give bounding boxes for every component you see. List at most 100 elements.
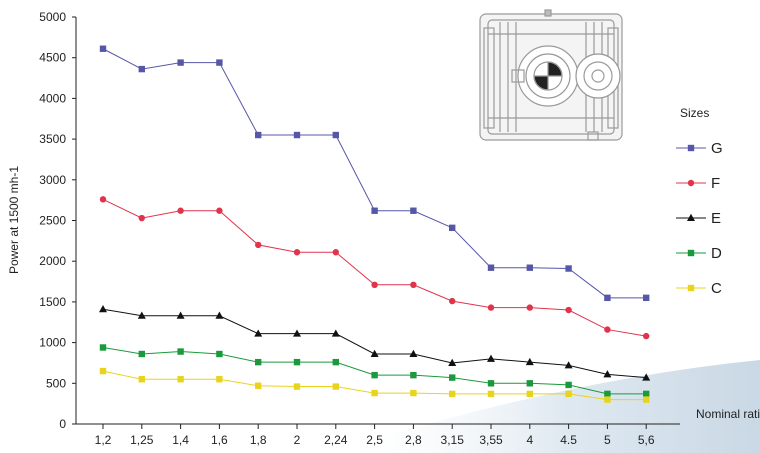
series-f-point (487, 304, 495, 311)
legend-label-f: F (711, 175, 720, 192)
legend-swatch-marker (687, 144, 695, 152)
series-e-point (564, 361, 573, 369)
series-f-point (565, 306, 572, 314)
x-tick-label: 2,8 (405, 433, 422, 447)
series-c-point (643, 396, 650, 403)
series-d-point (177, 348, 184, 355)
series-f (99, 196, 650, 340)
series-g-point (565, 265, 572, 272)
series-c-point (410, 389, 417, 397)
series-f-point (410, 281, 417, 289)
y-tick-label: 2500 (39, 214, 66, 228)
y-tick-label: 4000 (39, 91, 66, 105)
series-c-point (99, 367, 107, 375)
series-e-point (370, 349, 379, 357)
series-d-point (449, 374, 456, 381)
series-f-point (255, 241, 262, 249)
series-c (99, 367, 650, 403)
x-tick-label: 4.5 (560, 433, 577, 447)
series-c-point (487, 390, 495, 398)
background-swoosh (330, 360, 760, 453)
x-tick-label: 1,4 (172, 433, 189, 447)
y-tick-label: 3000 (39, 173, 66, 187)
y-ticks: 0 500 1000 1500 2000 2500 3000 3500 4000 4500 5000 (39, 10, 76, 431)
series-f-point (604, 326, 611, 333)
series-f-point (643, 332, 650, 340)
x-tick-label: 1,8 (250, 433, 267, 447)
legend-item-g: G (676, 140, 723, 157)
series-g-point (138, 65, 145, 73)
series-d-point (371, 371, 378, 379)
series-d-point (255, 358, 262, 366)
series-d-point (526, 380, 533, 387)
x-ticks: 1,2 1,25 1,4 1,6 1,8 2 2,24 2,5 2,8 3,15 3,55 4 4.5 5… (95, 424, 655, 447)
series-e-point (409, 349, 418, 357)
x-tick-label: 3,55 (479, 433, 503, 447)
series-d (99, 344, 650, 398)
y-tick-label: 2000 (39, 254, 66, 268)
series-e-point (293, 329, 301, 337)
legend-label-d: D (711, 245, 722, 262)
x-tick-label: 4 (526, 433, 533, 447)
legend-swatch-marker (687, 249, 695, 257)
series-e (99, 305, 651, 381)
series-e-point (215, 311, 224, 319)
series-c-point (449, 390, 456, 398)
series-g-point (487, 264, 495, 271)
series-d-point (99, 344, 107, 351)
series-f-point (99, 196, 107, 203)
series-f-point (293, 249, 301, 256)
series-c-point (138, 376, 145, 383)
series-g-point (99, 45, 107, 52)
x-tick-label: 2 (294, 433, 301, 447)
series-e-point (642, 373, 651, 381)
series-d-point (410, 371, 417, 379)
series-d-point (643, 390, 650, 398)
series-g-point (604, 294, 611, 302)
legend-swatch-marker (687, 213, 695, 221)
x-axis-title: Nominal ratio (696, 407, 760, 421)
series-g-point (216, 59, 223, 66)
x-tick-label: 1,2 (95, 433, 112, 447)
legend-swatch-marker (687, 179, 695, 187)
series-f-point (449, 297, 456, 305)
series-d-point (332, 358, 339, 366)
x-tick-label: 5,6 (638, 433, 655, 447)
series-g-point (332, 131, 339, 139)
series-e-point (254, 329, 263, 337)
y-tick-label: 5000 (39, 10, 66, 24)
series-e-point (331, 329, 340, 337)
series-g-point (449, 224, 456, 232)
legend-label-e: E (711, 210, 721, 227)
series-layer (99, 45, 651, 403)
series-d-point (487, 380, 495, 387)
x-tick-label: 3,15 (441, 433, 465, 447)
legend-label-g: G (711, 140, 723, 157)
series-e-line (102, 308, 647, 379)
series-c-point (371, 389, 378, 397)
x-tick-label: 1,25 (130, 433, 154, 447)
series-d-point (138, 350, 145, 358)
series-e-point (137, 311, 146, 319)
y-tick-label: 4500 (39, 51, 66, 65)
series-f-point (138, 214, 145, 222)
series-e-point (525, 357, 534, 366)
legend-item-c: C (676, 280, 722, 297)
gearbox-illustration (479, 9, 623, 141)
series-c-point (565, 390, 572, 398)
legend-swatch-marker (687, 284, 695, 292)
series-f-point (526, 304, 533, 311)
series-e-point (176, 311, 185, 319)
y-tick-label: 1500 (39, 295, 66, 309)
legend-item-d: D (676, 245, 722, 262)
legend-label-c: C (711, 280, 722, 297)
series-d-point (293, 358, 301, 366)
legend: G F E D C (676, 140, 723, 297)
series-g-point (526, 264, 533, 271)
series-c-point (332, 383, 339, 390)
series-g-point (371, 207, 378, 214)
series-g-point (410, 207, 417, 214)
series-f-point (332, 249, 339, 256)
